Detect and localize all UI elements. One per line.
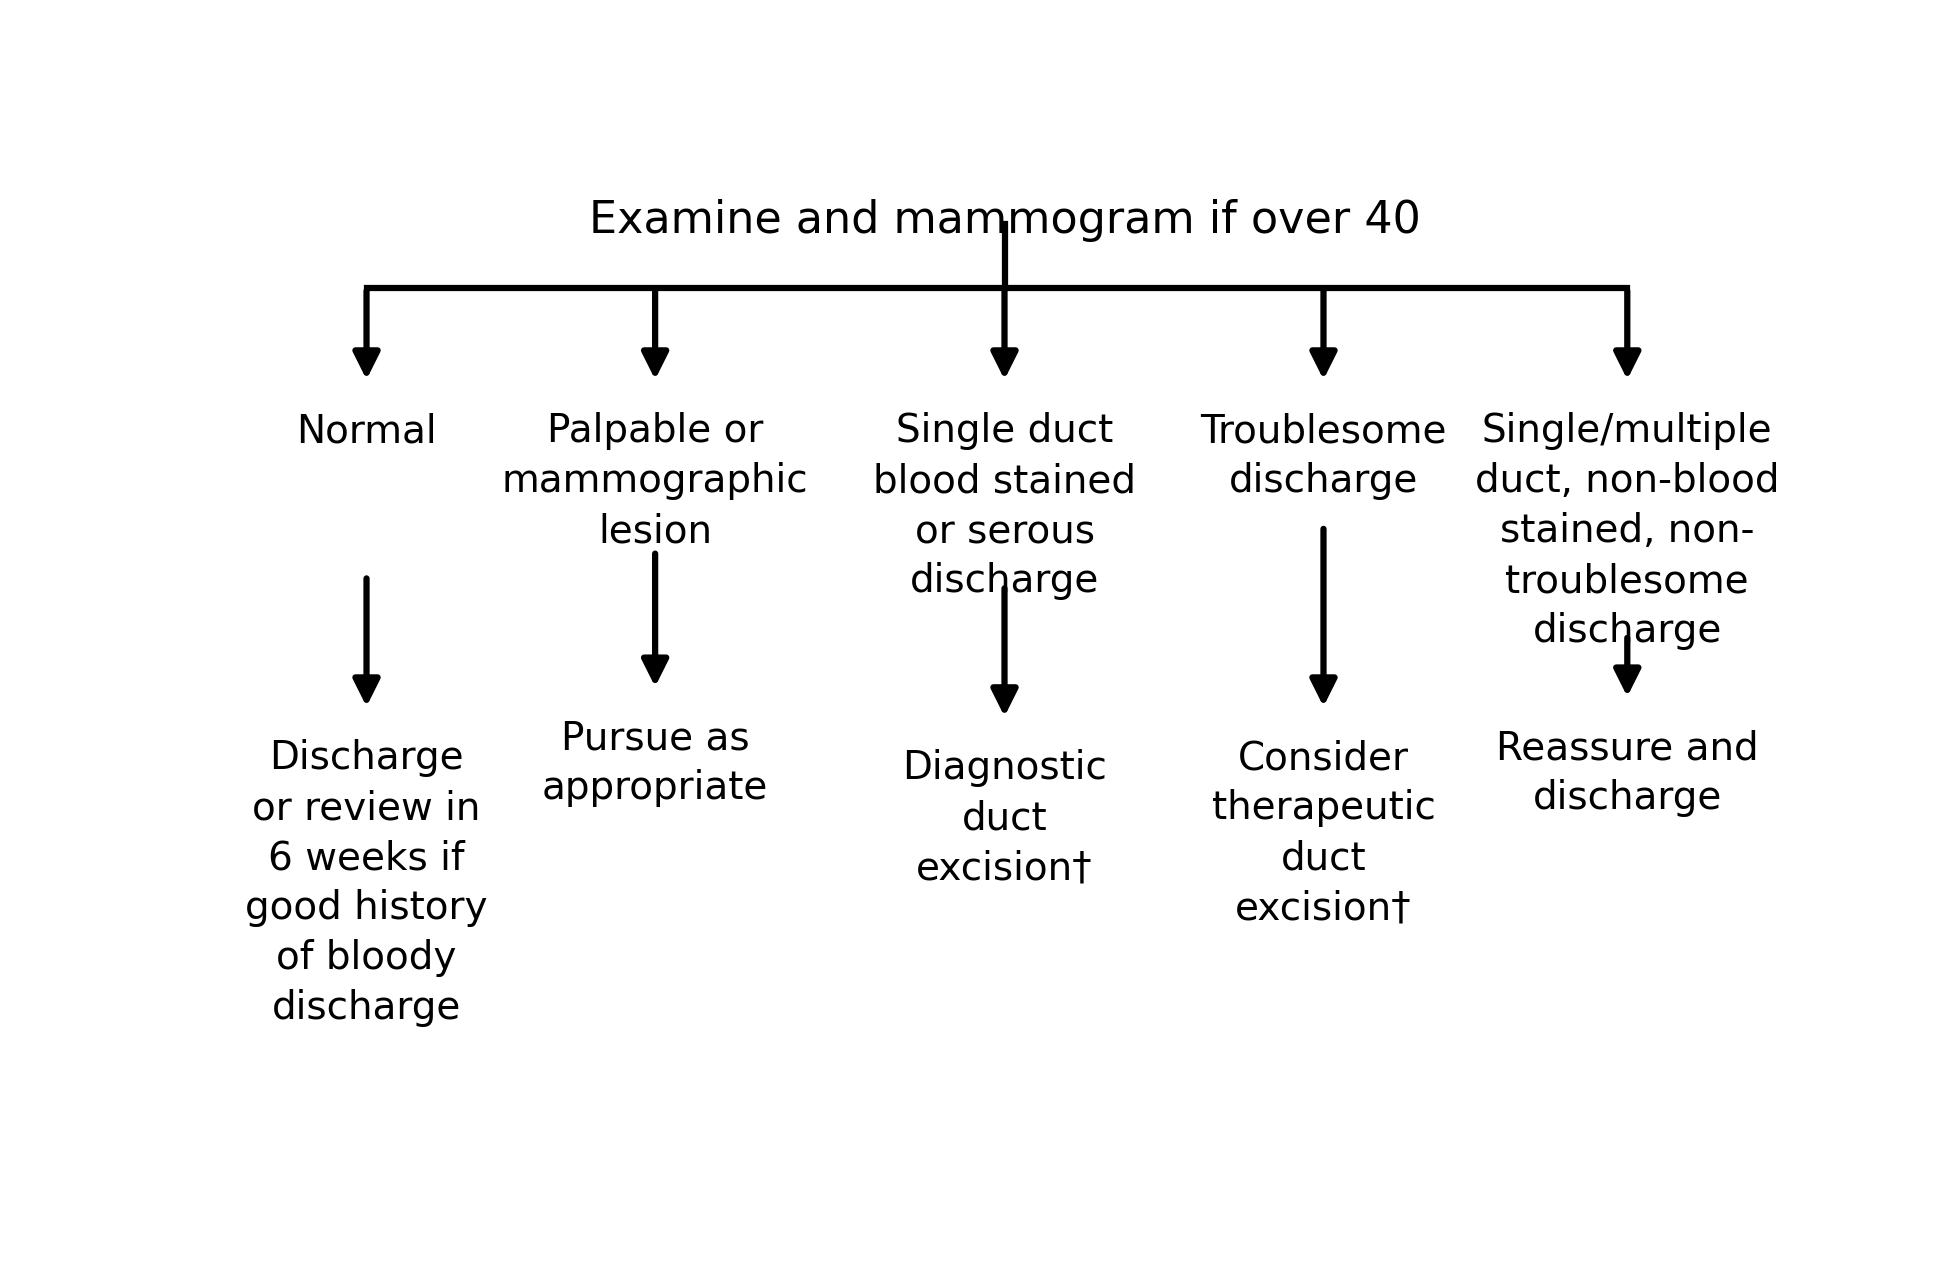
Text: Palpable or
mammographic
lesion: Palpable or mammographic lesion	[502, 412, 808, 550]
Text: Discharge
or review in
6 weeks if
good history
of bloody
discharge: Discharge or review in 6 weeks if good h…	[245, 739, 488, 1027]
Text: Consider
therapeutic
duct
excision†: Consider therapeutic duct excision†	[1211, 739, 1435, 927]
Text: Single duct
blood stained
or serous
discharge: Single duct blood stained or serous disc…	[872, 412, 1137, 600]
Text: Pursue as
appropriate: Pursue as appropriate	[543, 719, 768, 807]
Text: Troublesome
discharge: Troublesome discharge	[1200, 412, 1446, 501]
Text: Normal: Normal	[296, 412, 437, 450]
Text: Reassure and
discharge: Reassure and discharge	[1495, 730, 1758, 817]
Text: Examine and mammogram if over 40: Examine and mammogram if over 40	[588, 199, 1421, 242]
Text: Diagnostic
duct
excision†: Diagnostic duct excision†	[902, 749, 1107, 887]
Text: Single/multiple
duct, non-blood
stained, non-
troublesome
discharge: Single/multiple duct, non-blood stained,…	[1476, 412, 1780, 650]
